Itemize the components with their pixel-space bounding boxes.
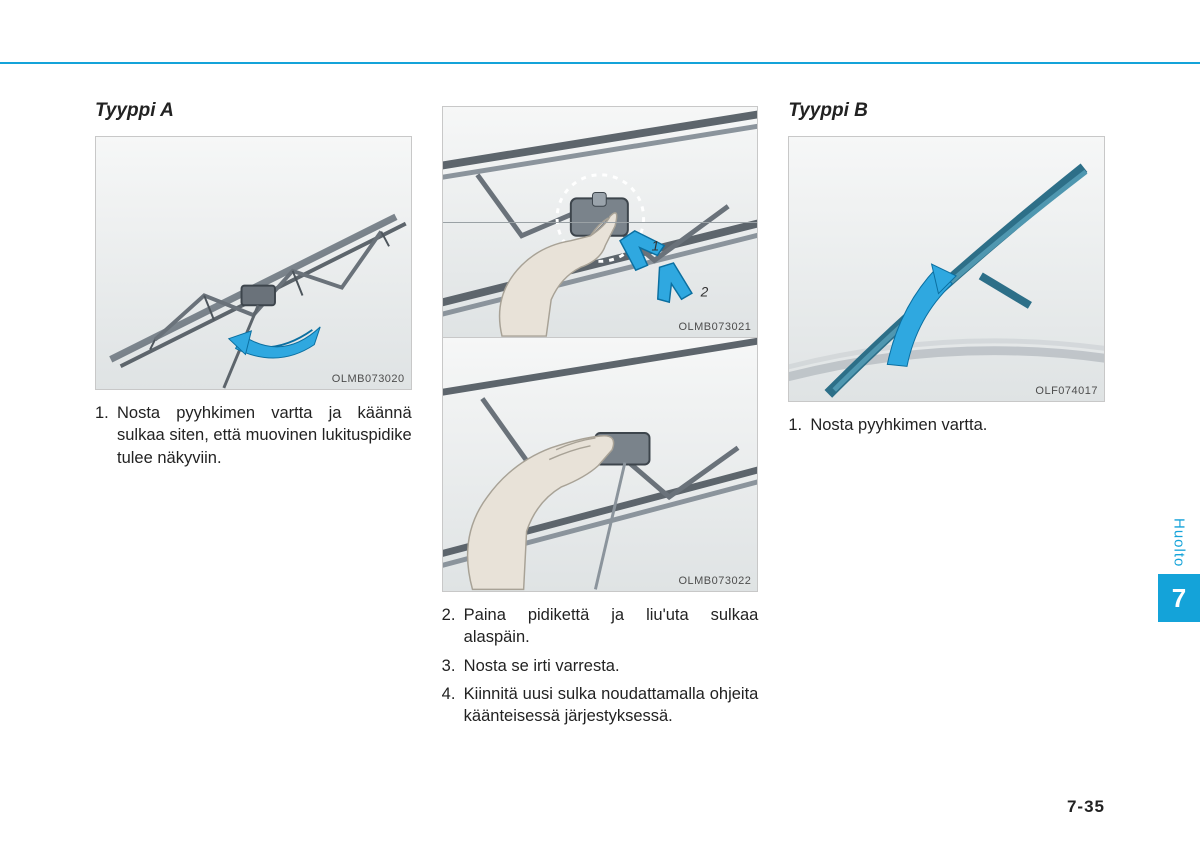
step-number: 1. [788,414,810,436]
figure-code: OLMB073020 [332,373,405,385]
step-number: 2. [442,604,464,649]
figure-type-a: OLMB073020 [95,136,412,390]
svg-text:2: 2 [699,285,708,300]
chapter-tab-label: Huolto [1171,518,1188,567]
steps-type-a: 1. Nosta pyyhkimen vartta ja käännä sulk… [95,402,412,475]
step-text: Nosta pyyhkimen vartta. [810,414,987,436]
top-rule [0,62,1200,64]
figure-middle-top: 1 2 OLMB073021 [442,106,759,338]
chapter-tab-number-area: 7 [1158,574,1200,622]
step-item: 1. Nosta pyyhkimen vartta ja käännä sulk… [95,402,412,469]
step-item: 4. Kiinnitä uusi sulka noudattamalla ohj… [442,683,759,728]
lift-arrow-icon [229,327,320,358]
arrow-2-icon: 2 [647,258,709,311]
figure-code: OLMB073022 [678,575,751,587]
column-type-a: Tyyppi A [95,100,412,785]
figure-type-b: OLF074017 [788,136,1105,402]
wiper-type-b-illustration [789,137,1104,401]
figure-code: OLMB073021 [678,321,751,333]
wiper-type-a-illustration [96,137,411,389]
chapter-tab-label-area: Huolto [1158,512,1200,574]
column-middle: 1 2 OLMB073021 [442,100,759,785]
column-type-b: Tyyppi B OLF074017 [788,100,1105,785]
chapter-number: 7 [1172,583,1186,614]
step-number: 4. [442,683,464,728]
step-text: Paina pidikettä ja liu'uta sulkaa alaspä… [464,604,759,649]
chapter-tab: Huolto 7 [1158,512,1200,622]
step-item: 2. Paina pidikettä ja liu'uta sulkaa ala… [442,604,759,649]
step-item: 3. Nosta se irti varresta. [442,655,759,677]
figure-code: OLF074017 [1035,385,1098,397]
page-content: Tyyppi A [95,100,1105,785]
wiper-slide-off-illustration [443,338,758,591]
steps-type-b: 1. Nosta pyyhkimen vartta. [788,414,1105,442]
heading-type-b: Tyyppi B [788,100,1105,122]
step-number: 3. [442,655,464,677]
step-text: Kiinnitä uusi sulka noudattamalla ohjeit… [464,683,759,728]
step-text: Nosta pyyhkimen vartta ja käännä sulkaa … [117,402,412,469]
svg-text:1: 1 [651,239,659,254]
page-number: 7-35 [1067,797,1105,817]
figure-middle-bottom: OLMB073022 [442,338,759,592]
heading-type-a: Tyyppi A [95,100,412,122]
steps-middle: 2. Paina pidikettä ja liu'uta sulkaa ala… [442,604,759,733]
step-text: Nosta se irti varresta. [464,655,620,677]
step-number: 1. [95,402,117,469]
step-item: 1. Nosta pyyhkimen vartta. [788,414,1105,436]
